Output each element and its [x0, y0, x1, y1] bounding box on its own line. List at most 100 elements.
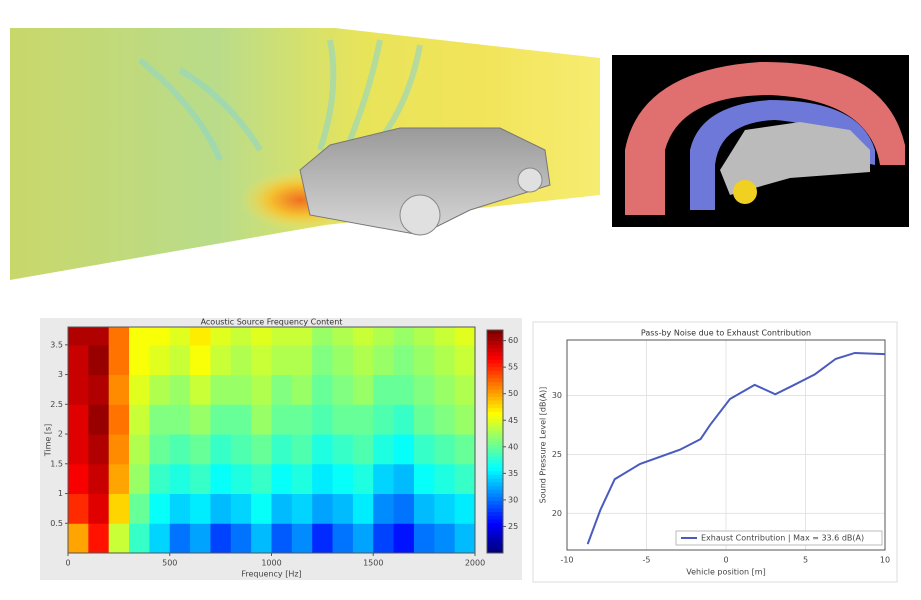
heat-cell: [413, 523, 435, 554]
colorbar-band: [487, 530, 503, 535]
colorbar-tick-label: 25: [508, 522, 518, 531]
heat-cell: [129, 434, 150, 465]
heat-cell: [149, 344, 171, 376]
heat-cell: [88, 434, 110, 465]
heat-cell: [230, 434, 252, 465]
colorbar-tick-label: 50: [508, 389, 518, 398]
heat-cell: [454, 374, 476, 405]
colorbar-band: [487, 344, 503, 350]
y-tick-label: 25: [552, 450, 562, 459]
colorbar-band: [487, 493, 503, 498]
heat-cell: [190, 344, 211, 376]
heat-cell: [129, 327, 150, 346]
colorbar-band: [487, 367, 503, 372]
heat-cell: [332, 404, 354, 435]
heat-cell: [312, 344, 334, 376]
heat-cell: [68, 463, 89, 495]
heat-cell: [149, 404, 171, 435]
wheel: [517, 167, 543, 193]
heat-cell: [291, 404, 313, 435]
heat-cell: [230, 327, 252, 346]
heat-cell: [312, 523, 334, 554]
colorbar-band: [487, 448, 503, 454]
heat-cell: [291, 374, 313, 405]
heat-cell: [251, 404, 272, 435]
heat-cell: [413, 493, 435, 524]
heat-cell: [454, 344, 476, 376]
colorbar-band: [487, 541, 503, 547]
heat-cell: [88, 344, 110, 376]
heat-cell: [312, 374, 334, 405]
heat-cell: [393, 404, 415, 435]
heat-cell: [352, 404, 374, 435]
heat-cell: [352, 493, 374, 524]
chart-title: Pass-by Noise due to Exhaust Contributio…: [641, 329, 811, 338]
heat-cell: [251, 434, 272, 465]
heat-cell: [454, 404, 476, 435]
colorbar-band: [487, 474, 503, 480]
heat-cell: [352, 523, 374, 554]
colorbar-band: [487, 463, 503, 469]
heat-cell: [271, 344, 293, 376]
heat-cell: [230, 523, 252, 554]
heat-cell: [210, 463, 232, 495]
colorbar-band: [487, 486, 503, 491]
heat-cell: [373, 404, 395, 435]
heat-cell: [108, 374, 130, 405]
colorbar-band: [487, 441, 503, 446]
x-tick-label: 500: [162, 559, 177, 568]
y-tick-label: 3.5: [50, 340, 63, 349]
heat-cell: [393, 344, 415, 376]
heat-cell: [190, 327, 211, 346]
heat-cell: [352, 344, 374, 376]
y-tick-label: 1: [58, 489, 63, 498]
colorbar-band: [487, 478, 503, 483]
heat-cell: [88, 374, 110, 405]
heat-cell: [210, 493, 232, 524]
heat-cell: [434, 523, 456, 554]
heat-cell: [88, 404, 110, 435]
colorbar-tick-label: 35: [508, 469, 518, 478]
heat-cell: [108, 434, 130, 465]
heat-cell: [169, 523, 191, 554]
heat-cell: [454, 434, 476, 465]
colorbar-band: [487, 515, 503, 521]
colorbar-band: [487, 396, 503, 402]
heat-cell: [251, 493, 272, 524]
legend-label: Exhaust Contribution | Max = 33.6 dB(A): [701, 534, 864, 543]
heat-cell: [454, 523, 476, 554]
heat-cell: [393, 493, 415, 524]
heat-cell: [190, 434, 211, 465]
heat-cell: [312, 493, 334, 524]
heat-cell: [413, 344, 435, 376]
heat-cell: [149, 523, 171, 554]
heat-cell: [434, 434, 456, 465]
colorbar-band: [487, 482, 503, 487]
heat-cell: [373, 327, 395, 346]
heat-cell: [230, 344, 252, 376]
heat-cell: [108, 493, 130, 524]
heat-cell: [149, 463, 171, 495]
heat-cell: [454, 463, 476, 495]
y-tick-label: 2.5: [50, 400, 63, 409]
heat-cell: [251, 344, 272, 376]
heat-cell: [271, 523, 293, 554]
heat-cell: [129, 523, 150, 554]
colorbar-band: [487, 534, 503, 539]
heat-cell: [129, 344, 150, 376]
mesh-source: [733, 180, 757, 204]
heat-cell: [434, 327, 456, 346]
heat-cell: [108, 463, 130, 495]
heat-cell: [68, 374, 89, 405]
colorbar-band: [487, 385, 503, 390]
colorbar-band: [487, 352, 503, 357]
heat-cell: [332, 374, 354, 405]
x-tick-label: -10: [560, 556, 573, 565]
heat-cell: [169, 463, 191, 495]
heat-cell: [312, 463, 334, 495]
heat-cell: [312, 404, 334, 435]
x-tick-label: 2000: [465, 559, 485, 568]
colorbar-tick-label: 40: [508, 442, 518, 451]
heat-cell: [68, 434, 89, 465]
colorbar-band: [487, 359, 503, 364]
